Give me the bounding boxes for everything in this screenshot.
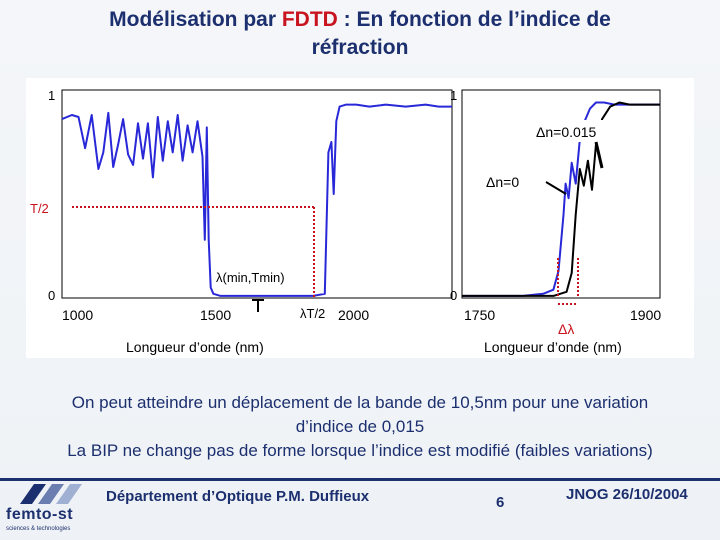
- left-ytick-0: 0: [48, 288, 55, 303]
- body-line-1: On peut atteindre un déplacement de la b…: [71, 393, 649, 412]
- logo-subtitle: sciences & technologies: [6, 526, 71, 532]
- body-text: On peut atteindre un déplacement de la b…: [10, 391, 710, 463]
- chart-svg: 1 0 1000 1500 2000 Longueur d’onde (nm) …: [30, 88, 661, 355]
- annotation-lambda-half: λT/2: [300, 306, 325, 321]
- femto-st-logo: femto-st sciences & technologies: [0, 482, 104, 538]
- dn0-label-box: [484, 170, 546, 192]
- footer: femto-st sciences & technologies Départe…: [0, 478, 720, 540]
- annotation-lambda-min: λ(min,Tmin): [216, 270, 285, 285]
- annotation-dn0: Δn=0: [486, 174, 519, 190]
- left-plot-frame: [61, 89, 453, 299]
- annotation-dn015: Δn=0.015: [536, 124, 597, 140]
- left-series-0-line: [61, 103, 452, 297]
- chart-panel: 1 0 1000 1500 2000 Longueur d’onde (nm) …: [26, 78, 694, 358]
- right-xtick-1750: 1750: [464, 307, 495, 323]
- left-xtick-1000: 1000: [62, 307, 93, 323]
- dn015-pointer: [594, 141, 604, 169]
- department-label: Département d’Optique P.M. Duffieux: [106, 488, 370, 505]
- page-number: 6: [496, 494, 505, 511]
- slide-title: Modélisation par FDTD : En fonction de l…: [40, 6, 680, 62]
- title-suffix: : En fonction de l’indice de: [337, 8, 611, 31]
- left-curves: [61, 103, 452, 297]
- dn015-label-box: [534, 120, 624, 142]
- left-xlabel: Longueur d’onde (nm): [126, 339, 264, 355]
- footer-rule: [0, 478, 720, 481]
- annotation-half: T/2: [30, 201, 49, 216]
- right-ytick-1: 1: [450, 88, 457, 103]
- left-xtick-1500: 1500: [200, 307, 231, 323]
- right-series-1-line: [462, 101, 660, 297]
- body-line-2: d’indice de 0,015: [295, 417, 425, 436]
- right-ytick-0: 0: [450, 288, 457, 303]
- right-series-0-line: [462, 101, 660, 297]
- right-curves: [462, 101, 660, 297]
- logo-graphic: [20, 484, 82, 504]
- title-highlight: FDTD: [281, 8, 338, 31]
- left-ytick-1: 1: [48, 88, 55, 103]
- logo-text: femto-st: [6, 506, 74, 523]
- body-line-3: La BIP ne change pas de forme lorsque l’…: [67, 441, 653, 460]
- title-prefix: Modélisation par: [109, 8, 282, 31]
- right-xtick-1900: 1900: [630, 307, 661, 323]
- annotation-dlambda: Δλ: [558, 321, 574, 337]
- left-xtick-2000: 2000: [338, 307, 369, 323]
- dn0-pointer: [545, 181, 567, 195]
- right-xlabel: Longueur d’onde (nm): [484, 339, 622, 355]
- title-line2: réfraction: [311, 36, 409, 59]
- conference-label: JNOG 26/10/2004: [566, 486, 688, 503]
